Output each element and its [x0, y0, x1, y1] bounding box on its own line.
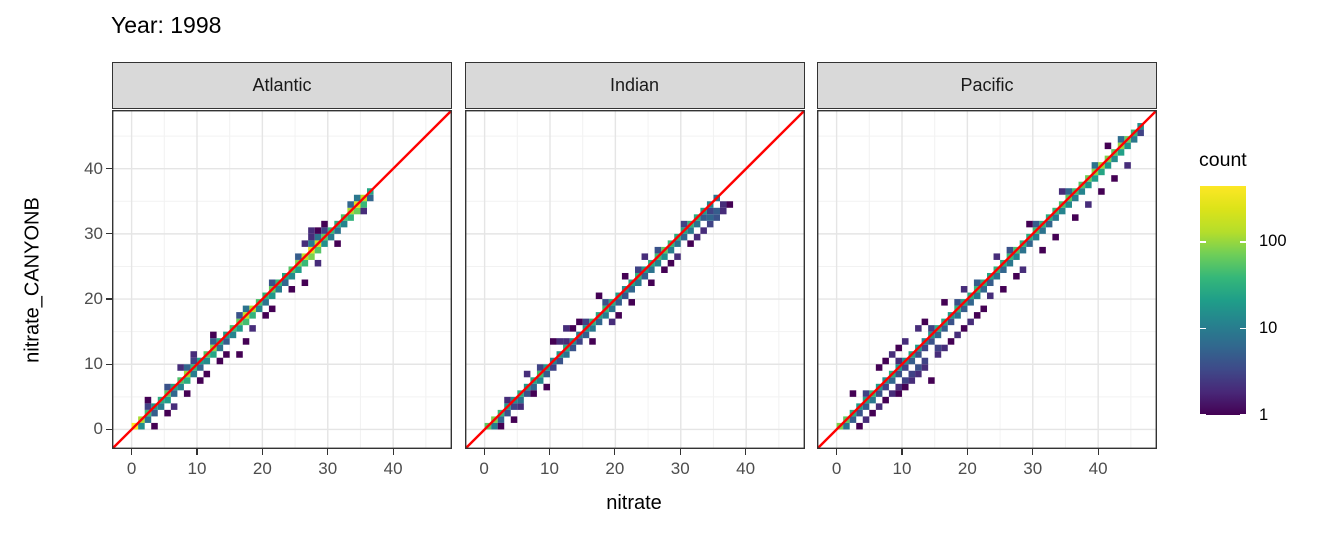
y-tick-mark: [106, 168, 112, 170]
x-tick-mark: [836, 449, 838, 455]
x-tick-mark: [614, 449, 616, 455]
x-tick-mark: [966, 449, 968, 455]
x-tick-mark: [1032, 449, 1034, 455]
legend-title: count: [1199, 149, 1247, 171]
legend-tick-mark: [1240, 414, 1246, 416]
x-tick-label: 30: [318, 459, 338, 478]
y-tick-mark: [106, 298, 112, 300]
x-tick-label: 30: [1023, 459, 1043, 478]
x-tick-mark: [392, 449, 394, 455]
x-tick-mark: [548, 449, 551, 455]
panel-atlantic: [112, 110, 452, 449]
y-tick-mark: [106, 428, 112, 431]
facet-label: Atlantic: [252, 75, 312, 95]
x-tick-mark: [261, 449, 263, 455]
y-tick-label: 0: [93, 419, 103, 439]
legend-colorbar: [1200, 186, 1246, 415]
legend-tick-mark: [1200, 327, 1206, 330]
identity-line: [112, 110, 452, 449]
x-tick-mark: [131, 449, 133, 455]
y-tick-label: 30: [84, 223, 103, 243]
x-tick-mark: [483, 449, 485, 455]
legend-tick-mark: [1240, 240, 1246, 243]
legend-tick-label: 1: [1259, 405, 1269, 424]
identity-line: [464, 110, 805, 449]
x-tick-label: 20: [605, 459, 625, 478]
x-tick-label: 10: [540, 459, 559, 478]
facet-label: Pacific: [960, 75, 1014, 95]
facet-strip-indian: Indian: [464, 62, 805, 109]
panel-indian: [464, 110, 805, 449]
x-axis-title: nitrate: [606, 492, 662, 514]
x-tick-label: 30: [670, 459, 690, 478]
x-tick-label: 0: [831, 459, 842, 478]
legend-tick-label: 100: [1259, 232, 1287, 251]
y-axis-title: nitrate_CANYONB: [21, 197, 44, 363]
x-tick-mark: [196, 449, 198, 455]
facet-strip-pacific: Pacific: [817, 62, 1157, 109]
x-tick-label: 0: [126, 459, 137, 478]
plot-title: Year: 1998: [111, 12, 222, 38]
x-tick-mark: [327, 449, 329, 455]
facet-label: Indian: [609, 75, 660, 95]
x-tick-label: 40: [383, 459, 403, 478]
y-tick-mark: [106, 363, 112, 365]
legend-tick-mark: [1200, 240, 1206, 243]
legend-tick-label: 10: [1259, 318, 1278, 337]
x-tick-label: 20: [252, 459, 272, 478]
panel-pacific: [817, 110, 1157, 449]
x-tick-label: 40: [1088, 459, 1108, 478]
x-tick-mark: [679, 449, 681, 455]
x-tick-label: 10: [892, 459, 912, 478]
x-tick-mark: [901, 449, 903, 455]
y-tick-mark: [106, 233, 112, 235]
x-tick-mark: [745, 449, 747, 455]
x-tick-label: 0: [479, 459, 489, 478]
facet-strip-atlantic: Atlantic: [112, 62, 452, 109]
x-tick-mark: [1097, 449, 1099, 455]
bins-indian: [484, 194, 733, 430]
y-tick-label: 20: [84, 289, 103, 309]
x-tick-label: 10: [187, 459, 207, 478]
y-tick-label: 40: [84, 158, 103, 178]
x-tick-label: 20: [957, 459, 977, 478]
identity-line: [817, 110, 1157, 449]
y-tick-label: 10: [84, 354, 103, 374]
legend-tick-mark: [1200, 414, 1206, 416]
x-tick-label: 40: [736, 459, 756, 478]
legend-tick-mark: [1240, 327, 1246, 330]
